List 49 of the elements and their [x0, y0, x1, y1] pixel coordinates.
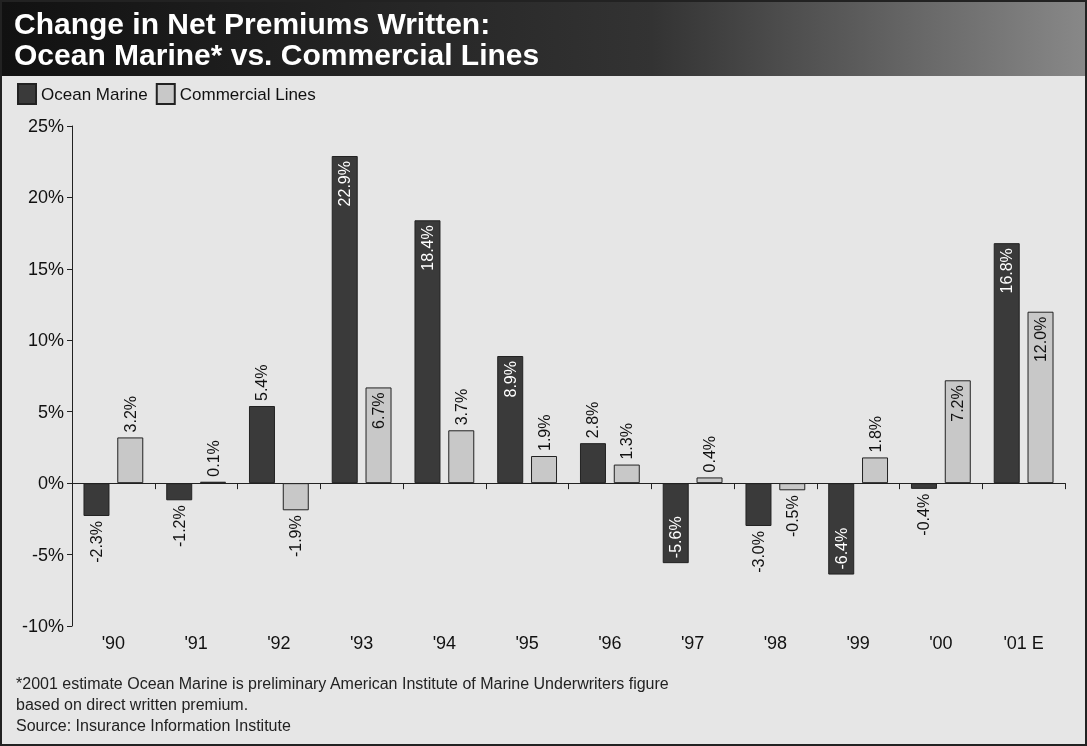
x-tick-label: '94	[432, 633, 457, 653]
data-label: 1.3%	[618, 423, 636, 460]
text: *2001 estimate Ocean Marine is preliminary American Institute of Marine Underwriters figure based on direct written premium.	[16, 674, 670, 715]
x-tick-label: '98	[763, 633, 788, 653]
data-label: 5.4%	[253, 364, 271, 401]
x-tick-label: '90	[101, 633, 126, 653]
x-tick-label: '99	[846, 633, 870, 653]
data-label: 2.8%	[584, 401, 602, 439]
data-label: 3.7%	[452, 388, 470, 426]
data-label: 18.4%	[418, 225, 436, 271]
legend-label: Ocean Marine	[41, 84, 148, 104]
data-label: 0.4%	[701, 435, 719, 473]
data-label: 1.8%	[866, 415, 884, 453]
data-label: 1.9%	[535, 414, 553, 451]
data-label: 16.8%	[998, 248, 1016, 294]
data-label: -1.9%	[287, 515, 305, 558]
data-label: 7.2%	[949, 385, 967, 422]
y-tick-label: -5%	[31, 544, 64, 565]
data-label: -6.4%	[832, 527, 850, 570]
data-label: -0.5%	[783, 495, 801, 538]
data-label: -0.4%	[915, 493, 933, 536]
data-label: 6.7%	[370, 392, 388, 429]
x-tick-label: '92	[267, 633, 291, 653]
x-tick-label: '91	[184, 633, 208, 653]
data-label: 3.2%	[121, 395, 139, 433]
y-tick-label: 20%	[27, 187, 64, 208]
data-label: -1.2%	[170, 505, 188, 548]
chart-title: Change in Net Premiums Written: Ocean Marine* vs. Commercial Lines	[13, 6, 541, 73]
y-tick-label: 5%	[37, 401, 64, 422]
y-tick-label: 0%	[37, 473, 64, 494]
data-label: 0.1%	[204, 440, 222, 477]
data-label: 8.9%	[501, 361, 519, 398]
x-tick-label: '97	[680, 633, 705, 653]
y-tick-label: 25%	[27, 116, 64, 136]
data-label: -5.6%	[667, 516, 685, 559]
x-tick-label: '00	[929, 633, 953, 653]
data-label: 12.0%	[1032, 316, 1050, 363]
data-label: -3.0%	[749, 531, 767, 573]
y-tick-label: 10%	[27, 330, 64, 351]
legend-label: Commercial Lines	[179, 84, 316, 104]
x-tick-label: '95	[515, 633, 539, 653]
data-label: -2.3%	[87, 521, 105, 563]
y-tick-label: 15%	[27, 258, 64, 279]
source-note: Source: Insurance Information Institute	[16, 716, 292, 736]
x-tick-label: '01 E	[1003, 633, 1044, 653]
data-label: 22.9%	[336, 161, 354, 207]
y-tick-label: -10%	[21, 616, 64, 636]
x-tick-label: '96	[598, 633, 622, 653]
x-tick-label: '93	[349, 633, 374, 653]
